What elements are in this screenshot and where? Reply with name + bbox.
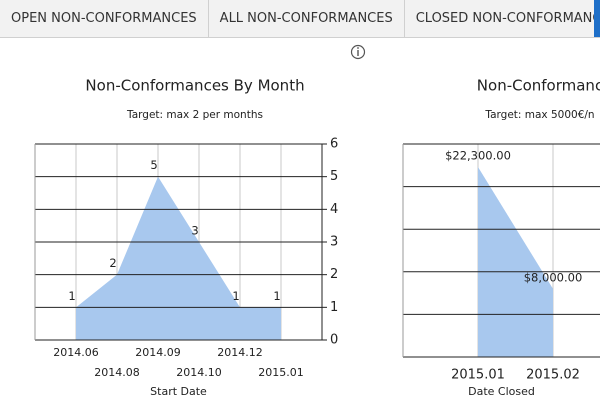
x-tick-label: 2014.09 (135, 346, 181, 359)
chart-title: Non-Conformances By Month (85, 77, 304, 95)
info-icon[interactable] (350, 44, 366, 60)
tab[interactable]: ALL NON-CONFORMANCES (209, 0, 405, 37)
x-tick-label: 2015.01 (258, 366, 304, 379)
y-tick-label: 4 (330, 202, 338, 217)
x-axis-title: Start Date (150, 385, 207, 398)
x-axis-title: Date Closed (468, 385, 535, 398)
area (76, 176, 281, 340)
area (478, 167, 553, 357)
data-label: 5 (150, 158, 157, 172)
y-tick-label: 2 (330, 267, 338, 282)
y-tick-label: 5 (330, 169, 338, 184)
data-label: 2 (109, 256, 116, 270)
data-label: $8,000.00 (524, 270, 583, 284)
data-label: 1 (273, 289, 280, 303)
tab[interactable]: CLOSED NON-CONFORMANCES (405, 0, 600, 37)
chart-subtitle: Target: max 2 per months (126, 109, 263, 121)
chart-subtitle: Target: max 5000€/n (484, 109, 594, 121)
tab-bar: OPEN NON-CONFORMANCES ALL NON-CONFORMANC… (0, 0, 600, 38)
data-label: 1 (68, 289, 75, 303)
chart-title: Non-Conformanc (477, 77, 600, 95)
y-tick-label: 6 (330, 137, 338, 152)
dashboard: Non-Conformances By Month Target: max 2 p… (34, 44, 600, 398)
x-tick-label: 2015.01 (451, 368, 505, 383)
x-tick-label: 2014.10 (176, 366, 222, 379)
data-label: 1 (232, 289, 239, 303)
data-label: 3 (191, 224, 198, 238)
x-tick-label: 2014.06 (53, 346, 99, 359)
y-tick-label: 3 (330, 235, 338, 250)
data-label: $22,300.00 (445, 149, 511, 163)
x-tick-label: 2014.08 (94, 366, 140, 379)
tab[interactable]: OPEN NON-CONFORMANCES (0, 0, 209, 37)
y-tick-label: 0 (330, 333, 338, 348)
selected-tab[interactable] (594, 0, 600, 37)
y-tick-label: 1 (330, 300, 338, 315)
x-tick-label: 2015.02 (526, 368, 580, 383)
x-tick-label: 2014.12 (217, 346, 263, 359)
